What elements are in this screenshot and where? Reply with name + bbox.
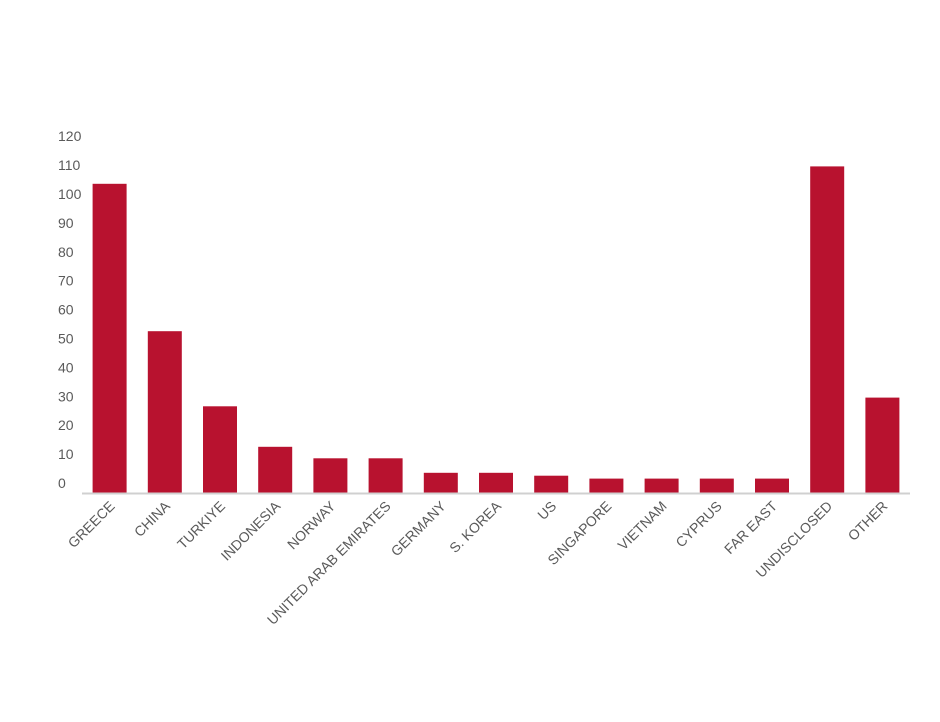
bar-us bbox=[534, 475, 569, 493]
bar-singapore bbox=[589, 478, 624, 494]
x-tick-label: US bbox=[534, 498, 559, 523]
x-tick-label: CHINA bbox=[131, 497, 174, 540]
bar-turkiye bbox=[203, 406, 237, 493]
y-tick-label: 90 bbox=[58, 215, 74, 231]
y-tick-label: 0 bbox=[58, 475, 66, 491]
x-tick-label: TURKIYE bbox=[174, 498, 228, 552]
y-tick-label: 30 bbox=[58, 388, 74, 404]
bar-norway bbox=[313, 458, 348, 493]
bars bbox=[92, 166, 900, 494]
y-tick-label: 10 bbox=[58, 446, 74, 462]
y-tick-label: 60 bbox=[58, 302, 74, 318]
y-axis-ticks: 0 10 20 30 40 50 60 70 80 90 100 110 120 bbox=[58, 128, 82, 491]
bar-vietnam bbox=[644, 478, 679, 494]
x-tick-label: OTHER bbox=[845, 498, 891, 544]
bar-germany bbox=[423, 472, 458, 493]
bar-cyprus bbox=[699, 478, 734, 494]
bar-indonesia bbox=[258, 446, 293, 493]
y-tick-label: 50 bbox=[58, 331, 74, 347]
y-tick-label: 20 bbox=[58, 417, 74, 433]
x-tick-label: NORWAY bbox=[284, 497, 339, 552]
x-tick-label: CYPRUS bbox=[672, 498, 725, 551]
bar-other bbox=[865, 397, 900, 493]
y-tick-label: 100 bbox=[58, 186, 82, 202]
bar-far-east bbox=[755, 478, 789, 494]
x-tick-label: GREECE bbox=[65, 498, 118, 551]
y-tick-label: 80 bbox=[58, 244, 74, 260]
x-tick-label: FAR EAST bbox=[721, 497, 780, 556]
y-tick-label: 120 bbox=[58, 128, 82, 144]
y-tick-label: 110 bbox=[58, 157, 81, 173]
x-tick-label: VIETNAM bbox=[614, 498, 669, 553]
bar-united-arab-emirates bbox=[368, 458, 403, 493]
bar-undisclosed bbox=[810, 166, 845, 493]
y-tick-label: 40 bbox=[58, 359, 74, 375]
x-tick-label: GERMANY bbox=[388, 497, 450, 559]
x-tick-label: INDONESIA bbox=[218, 497, 284, 563]
bar-china bbox=[147, 331, 182, 493]
bar-greece bbox=[92, 183, 127, 494]
y-tick-label: 70 bbox=[58, 273, 74, 289]
x-tick-label: S. KOREA bbox=[446, 497, 505, 556]
bar-s-korea bbox=[479, 472, 513, 493]
